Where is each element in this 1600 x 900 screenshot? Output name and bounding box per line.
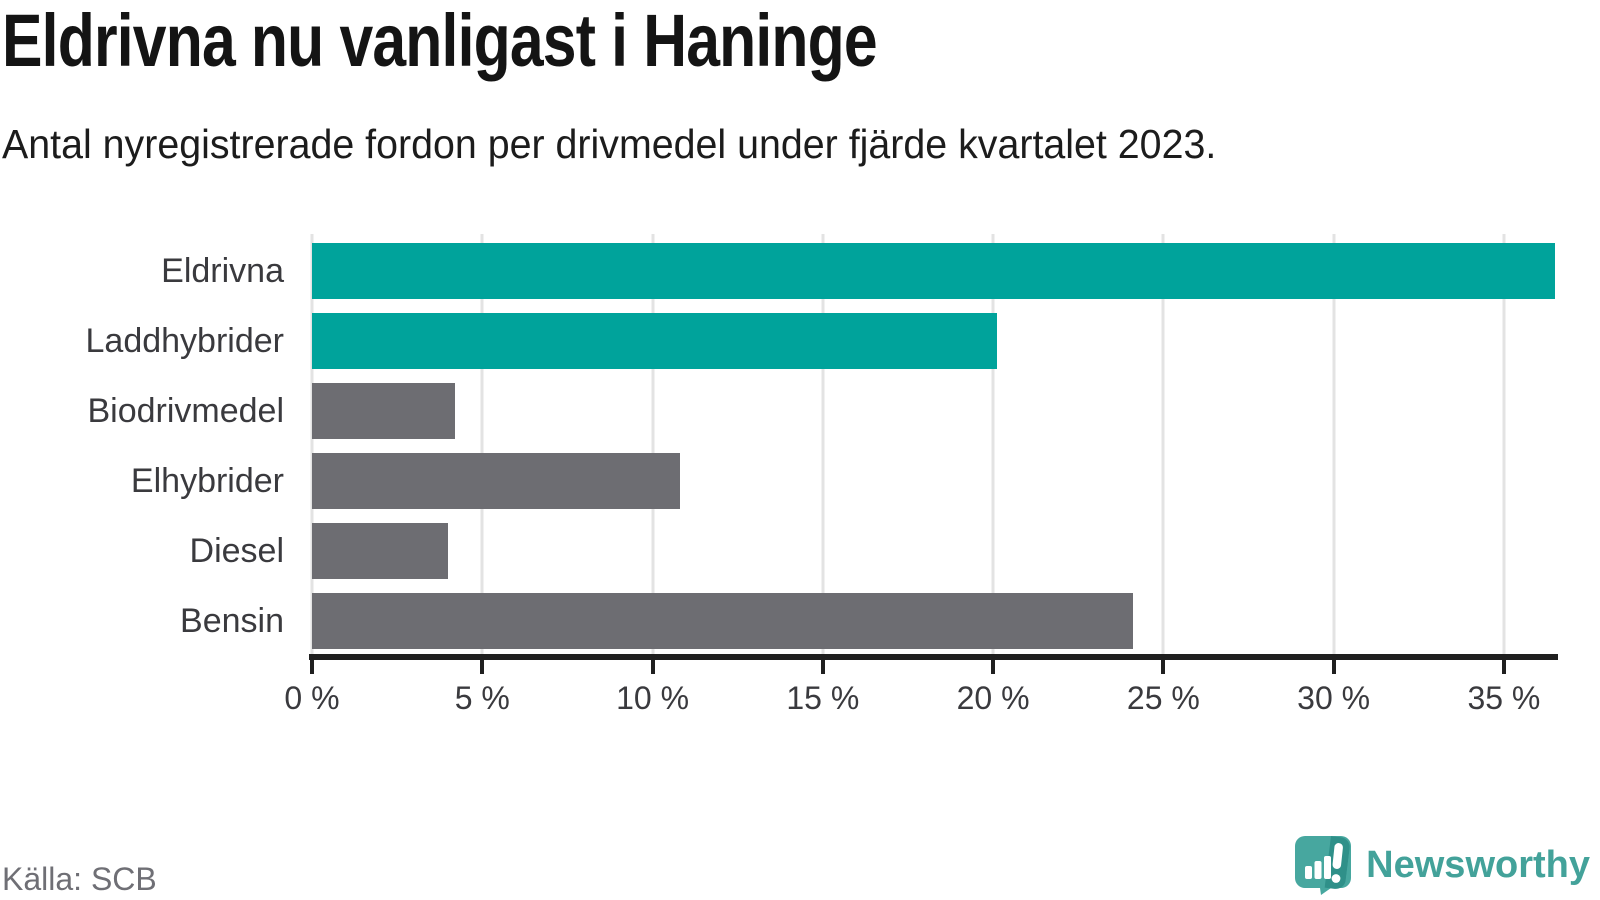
bar-diesel: [312, 523, 449, 579]
brand-logo: Newsworthy: [1295, 836, 1590, 895]
x-axis-line: [309, 654, 1558, 660]
newsworthy-speech-bubble-chart-icon: [1295, 836, 1352, 895]
tick-label-0: 0 %: [284, 680, 340, 716]
tick-0: [310, 660, 314, 674]
tick-label-30: 30 %: [1297, 680, 1371, 716]
tick-20: [991, 660, 996, 674]
category-label-eldrivna: Eldrivna: [161, 252, 284, 290]
gridline-5: [480, 234, 484, 654]
gridline-10: [651, 234, 655, 654]
tick-label-5: 5 %: [454, 680, 510, 716]
page-title: Eldrivna nu vanligast i Haninge: [2, 0, 878, 82]
brand-name: Newsworthy: [1366, 844, 1590, 886]
gridline-0: [310, 234, 314, 654]
bar-bensin: [312, 593, 1133, 649]
tick-label-15: 15 %: [786, 680, 860, 716]
category-label-bensin: Bensin: [180, 602, 284, 640]
gridline-20: [991, 234, 995, 654]
gridline-35: [1502, 234, 1506, 654]
tick-25: [1161, 660, 1166, 674]
gridline-25: [1161, 234, 1165, 654]
bar-biodrivmedel: [312, 383, 456, 439]
tick-15: [820, 660, 825, 674]
category-label-biodrivmedel: Biodrivmedel: [87, 392, 284, 430]
category-label-laddhybrider: Laddhybrider: [85, 322, 284, 360]
tick-label-25: 25 %: [1126, 680, 1200, 716]
category-label-elhybrider: Elhybrider: [130, 462, 284, 500]
tick-10: [650, 660, 655, 674]
bar-eldrivna: [312, 243, 1555, 299]
gridline-15: [821, 234, 825, 654]
tick-label-20: 20 %: [956, 680, 1030, 716]
chart-subtitle: Antal nyregistrerade fordon per drivmede…: [2, 121, 1217, 167]
tick-label-10: 10 %: [616, 680, 690, 716]
bar-laddhybrider: [312, 313, 997, 369]
gridline-30: [1332, 234, 1336, 654]
tick-35: [1501, 660, 1506, 674]
plot-area: [310, 234, 1555, 654]
bar-elhybrider: [312, 453, 680, 509]
tick-5: [480, 660, 485, 674]
tick-30: [1331, 660, 1336, 674]
source-note: Källa: SCB: [2, 861, 157, 897]
tick-label-35: 35 %: [1467, 680, 1541, 716]
category-label-diesel: Diesel: [189, 532, 284, 570]
